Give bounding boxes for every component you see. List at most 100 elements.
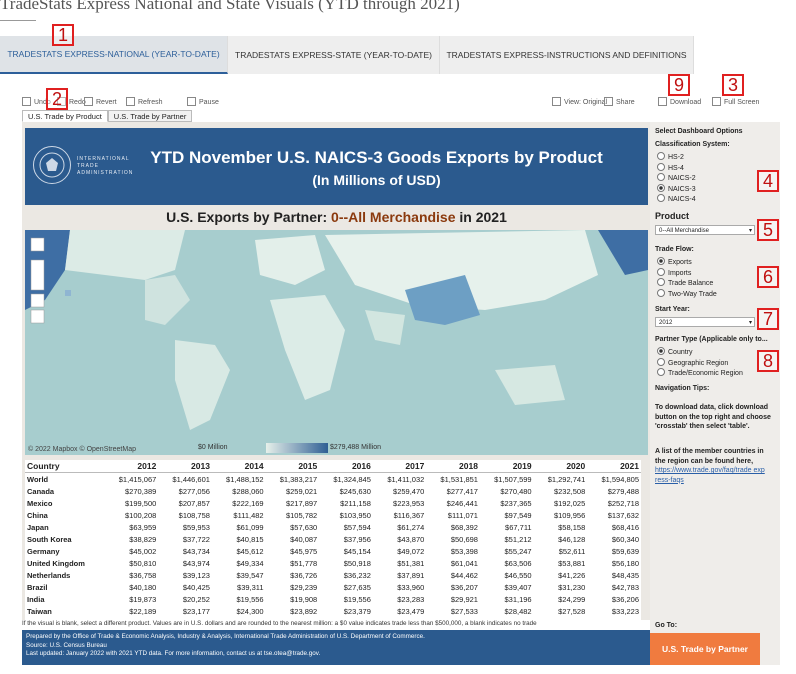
column-header: 2021 <box>587 460 641 473</box>
toolbar-button[interactable]: Download <box>658 97 701 106</box>
year-dropdown[interactable]: 2012 <box>655 317 755 328</box>
radio-option[interactable]: NAICS-4 <box>657 194 696 203</box>
column-header: Country <box>25 460 105 473</box>
product-dropdown[interactable]: 0--All Merchandise <box>655 225 755 236</box>
tab[interactable]: TRADESTATS EXPRESS-NATIONAL (YEAR-TO-DAT… <box>0 36 228 74</box>
tab[interactable]: TRADESTATS EXPRESS-STATE (YEAR-TO-DATE) <box>228 36 440 74</box>
radio-option[interactable]: HS-2 <box>657 152 684 161</box>
value-cell: $29,921 <box>450 594 478 604</box>
logo-line: INTERNATIONAL <box>77 156 130 162</box>
column-header: 2015 <box>265 460 320 473</box>
toolbar-button[interactable]: Pause <box>187 97 219 106</box>
sheet-tab[interactable]: U.S. Trade by Partner <box>107 110 193 122</box>
legend-max: $279,488 Million <box>330 444 381 451</box>
value-cell: $37,891 <box>397 570 425 580</box>
column-header: 2017 <box>372 460 427 473</box>
toolbar-button[interactable]: Redo <box>57 97 86 106</box>
country-cell: Brazil <box>27 582 48 592</box>
value-cell: $1,324,845 <box>333 474 371 484</box>
radio-option[interactable]: Imports <box>657 268 691 277</box>
value-cell: $61,041 <box>450 558 478 568</box>
country-cell: Netherlands <box>27 570 71 580</box>
value-cell: $45,002 <box>129 546 157 556</box>
value-cell: $33,960 <box>397 582 425 592</box>
map[interactable] <box>25 230 648 455</box>
toolbar-button[interactable]: Share <box>604 97 635 106</box>
value-cell: $20,252 <box>182 594 210 604</box>
column-header: 2013 <box>158 460 212 473</box>
value-cell: $44,462 <box>450 570 478 580</box>
value-cell: $41,226 <box>558 570 586 580</box>
column-header: 2012 <box>104 460 159 473</box>
value-cell: $59,639 <box>611 546 639 556</box>
radio-option[interactable]: NAICS-2 <box>657 173 696 182</box>
legend-bar <box>266 443 328 453</box>
toolbar-button[interactable]: Refresh <box>126 97 163 106</box>
value-cell: $46,550 <box>504 570 532 580</box>
annotation-number: 7 <box>757 308 779 330</box>
logo-line: ADMINISTRATION <box>77 170 134 176</box>
sheet-tab[interactable]: U.S. Trade by Product <box>22 110 108 122</box>
value-cell: $60,340 <box>611 534 639 544</box>
table-body: World $1,415,067 $1,446,601 $1,488,152 $1,38… <box>25 473 641 618</box>
panel-heading: Select Dashboard Options <box>655 128 743 135</box>
value-cell: $36,207 <box>450 582 478 592</box>
radio-option[interactable]: Trade Balance <box>657 278 713 287</box>
table-row: Japan $63,959 $59,953 $61,099 $57,630 $57,594… <box>25 521 641 533</box>
value-cell: $1,507,599 <box>494 474 532 484</box>
value-cell: $51,212 <box>504 534 532 544</box>
value-cell: $39,407 <box>504 582 532 592</box>
value-cell: $277,056 <box>178 486 210 496</box>
value-cell: $24,299 <box>558 594 586 604</box>
data-table: Country 2012 2013 2014 2015 2016 2017 2018 2019 2… <box>25 460 641 620</box>
value-cell: $52,611 <box>558 546 586 556</box>
value-cell: $1,531,851 <box>440 474 478 484</box>
radio-option[interactable]: Country <box>657 347 693 356</box>
legend-min: $0 Million <box>198 444 228 451</box>
table-row: Taiwan $22,189 $23,177 $24,300 $23,892 $23,37… <box>25 605 641 617</box>
value-cell: $51,381 <box>397 558 425 568</box>
value-cell: $58,158 <box>558 522 586 532</box>
value-cell: $259,021 <box>285 486 318 496</box>
country-cell: Canada <box>27 486 55 496</box>
value-cell: $39,547 <box>236 570 264 580</box>
radio-option[interactable]: HS-4 <box>657 163 684 172</box>
goto-button[interactable]: U.S. Trade by Partner <box>650 633 760 665</box>
table-row: Germany $45,002 $43,734 $45,612 $45,975 $45,1… <box>25 545 641 557</box>
table-row: Canada $270,389 $277,056 $288,060 $259,021 $2… <box>25 485 641 497</box>
value-cell: $27,635 <box>343 582 371 592</box>
value-cell: $57,594 <box>343 522 371 532</box>
country-cell: Taiwan <box>27 606 52 616</box>
radio-option[interactable]: Exports <box>657 257 692 266</box>
page-title: TradeStats Express National and State Vi… <box>0 0 460 13</box>
value-cell: $23,479 <box>397 606 425 616</box>
value-cell: $111,071 <box>447 510 478 520</box>
country-cell: China <box>27 510 48 520</box>
faq-link[interactable]: https://www.trade.gov/faq/trade express-… <box>655 467 765 484</box>
radio-option[interactable]: NAICS-3 <box>657 184 696 193</box>
annotation-number: 2 <box>46 88 68 110</box>
radio-option[interactable]: Two-Way Trade <box>657 289 717 298</box>
value-cell: $137,632 <box>607 510 639 520</box>
radio-option[interactable]: Trade/Economic Region <box>657 368 743 377</box>
value-cell: $40,087 <box>290 534 318 544</box>
radio-option[interactable]: Geographic Region <box>657 358 728 367</box>
value-cell: $45,975 <box>290 546 318 556</box>
column-header: 2018 <box>426 460 480 473</box>
toolbar-button[interactable]: Revert <box>84 97 117 106</box>
group-label: Classification System: <box>655 141 730 148</box>
value-cell: $27,528 <box>558 606 586 616</box>
value-cell: $43,870 <box>397 534 425 544</box>
country-cell: World <box>27 474 49 484</box>
value-cell: $245,630 <box>339 486 371 496</box>
value-cell: $1,292,741 <box>547 474 586 484</box>
value-cell: $108,758 <box>178 510 210 520</box>
value-cell: $211,158 <box>340 498 371 508</box>
toolbar-button[interactable]: Undo <box>22 97 51 106</box>
tab[interactable]: TRADESTATS EXPRESS-INSTRUCTIONS AND DEFI… <box>440 36 694 74</box>
value-cell: $53,398 <box>450 546 478 556</box>
toolbar-button[interactable]: View: Original <box>552 97 607 106</box>
toolbar-button[interactable]: Full Screen <box>712 97 759 106</box>
value-cell: $49,334 <box>236 558 264 568</box>
value-cell: $36,232 <box>343 570 371 580</box>
